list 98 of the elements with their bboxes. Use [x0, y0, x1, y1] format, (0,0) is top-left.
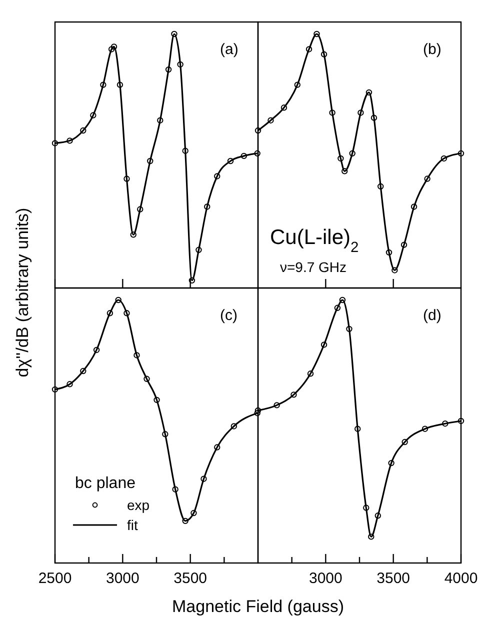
point [177, 61, 184, 68]
point [422, 426, 428, 432]
point [66, 138, 73, 144]
legend-label: fit [127, 517, 138, 533]
point [314, 30, 320, 38]
point [274, 402, 280, 408]
point [190, 510, 197, 516]
legend-title: bc plane [75, 475, 136, 492]
point [144, 376, 150, 382]
point [458, 418, 464, 424]
point [196, 246, 202, 253]
point [342, 168, 348, 174]
point [162, 431, 168, 438]
annotation: (d) [423, 307, 442, 324]
annotation: ν=9.7 GHz [280, 259, 347, 275]
point [204, 204, 210, 210]
point [370, 114, 378, 121]
point [66, 381, 73, 388]
annotation: Cu(L-ile)$_{2}$ [270, 226, 359, 256]
point [116, 82, 124, 88]
annotation: (c) [220, 307, 238, 324]
point [366, 89, 372, 96]
point [254, 127, 262, 134]
x-tick-label: 3000 [308, 570, 342, 587]
point [214, 444, 220, 450]
point [227, 158, 234, 164]
point [90, 112, 96, 118]
annotation: (a) [220, 41, 238, 58]
point [320, 51, 328, 58]
point [157, 117, 164, 124]
point [388, 460, 394, 466]
point [424, 176, 430, 182]
point [294, 82, 300, 88]
point [106, 310, 114, 316]
point [374, 512, 382, 519]
point [154, 396, 160, 404]
point [80, 368, 86, 374]
x-tick-label: 3500 [376, 570, 410, 587]
point [354, 426, 361, 432]
point [124, 176, 130, 182]
point [93, 346, 100, 354]
point [147, 158, 154, 164]
annotation: (b) [423, 41, 442, 58]
point [182, 148, 188, 154]
point [400, 242, 408, 248]
point [386, 249, 392, 256]
point [339, 296, 346, 304]
point [320, 342, 328, 348]
point [172, 486, 178, 492]
point [254, 410, 260, 416]
point [100, 82, 106, 88]
y-axis-title: dχ''/dB (arbitrary units) [13, 208, 32, 378]
point [171, 30, 178, 38]
point [440, 155, 448, 162]
point [442, 420, 448, 427]
point [358, 110, 364, 116]
point [240, 152, 248, 160]
point [378, 183, 384, 190]
point [254, 407, 262, 414]
point [134, 352, 140, 358]
point [307, 370, 314, 377]
point [137, 206, 144, 212]
point [130, 232, 136, 238]
point [368, 534, 374, 540]
point [338, 155, 344, 162]
point [268, 117, 274, 124]
point [349, 150, 356, 156]
point [115, 296, 122, 304]
point [458, 150, 464, 156]
point [52, 386, 58, 393]
x-tick-label: 2500 [38, 570, 72, 587]
point [346, 326, 352, 332]
point [165, 66, 172, 73]
point [392, 267, 398, 274]
point [254, 150, 260, 156]
point [80, 127, 86, 134]
point [290, 392, 297, 398]
point [410, 204, 418, 210]
point [182, 518, 188, 524]
point [214, 173, 220, 180]
point [200, 476, 207, 482]
x-axis-title: Magnetic Field (gauss) [172, 597, 344, 616]
point [188, 277, 196, 284]
point [124, 310, 130, 316]
point [402, 438, 408, 446]
point [280, 104, 288, 111]
x-tick-label: 4000 [444, 570, 478, 587]
point [52, 140, 58, 146]
point [108, 46, 115, 52]
point [329, 110, 336, 116]
point [306, 46, 312, 52]
x-tick-label: 3500 [174, 570, 208, 587]
legend-label: exp [127, 497, 150, 513]
point [230, 423, 238, 430]
point [334, 304, 341, 311]
point [110, 44, 118, 50]
point [363, 504, 370, 511]
x-tick-label: 3000 [106, 570, 140, 587]
